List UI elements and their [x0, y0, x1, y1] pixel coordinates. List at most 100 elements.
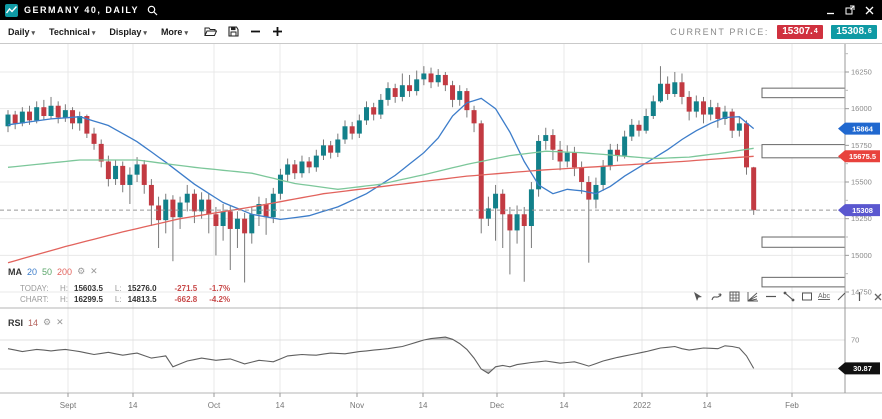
candle-down: [679, 82, 685, 97]
candle-down: [521, 214, 527, 227]
ask-price: 15308. 6: [831, 24, 877, 39]
fan-lines-tool-icon[interactable]: [746, 290, 759, 303]
candle-down: [98, 143, 104, 162]
svg-text:2022: 2022: [633, 401, 651, 410]
diagonal-line-tool-icon[interactable]: [835, 290, 848, 303]
cursor-tool-icon[interactable]: [692, 290, 705, 303]
text-tool-icon[interactable]: Abc: [818, 293, 831, 300]
candle-up: [184, 193, 190, 203]
svg-text:15500: 15500: [851, 178, 872, 187]
candle-down: [744, 123, 750, 168]
menu-technical[interactable]: Technical ▾: [49, 26, 96, 37]
price-axis-labels: 14750 15000 15250 15500 15750 16000 16250: [845, 53, 872, 297]
svg-text:14: 14: [560, 401, 569, 410]
candle-up: [378, 99, 384, 115]
folder-icon[interactable]: [204, 26, 217, 37]
popout-button[interactable]: [845, 5, 855, 15]
candle-down: [206, 199, 212, 215]
candle-up: [629, 124, 635, 137]
gear-icon[interactable]: ⚙: [43, 317, 52, 327]
menu-more[interactable]: More ▾: [160, 26, 188, 37]
menu-display[interactable]: Display ▾: [109, 26, 147, 37]
candle-up: [134, 164, 140, 175]
candle-down: [227, 211, 233, 229]
svg-text:Sept: Sept: [60, 401, 77, 410]
candle-up: [320, 145, 326, 156]
candle-down: [751, 167, 757, 211]
grid-tool-icon[interactable]: [728, 290, 741, 303]
svg-text:14: 14: [276, 401, 285, 410]
svg-text:Oct: Oct: [208, 401, 221, 410]
candle-up: [199, 199, 205, 212]
close-icon[interactable]: ✕: [56, 317, 64, 327]
candle-down: [120, 165, 126, 185]
candle-up: [708, 107, 714, 115]
candle-down: [371, 107, 377, 115]
zoom-out-icon[interactable]: [250, 26, 261, 37]
candle-down: [12, 114, 18, 124]
candle-down: [686, 96, 692, 112]
candle-down: [105, 161, 111, 180]
vertical-line-tool-icon[interactable]: [853, 290, 866, 303]
rsi-oversold-fill: [481, 369, 494, 374]
today-change: -271.5: [174, 284, 198, 293]
save-icon[interactable]: [228, 26, 239, 37]
rsi-value-tag: 30.87: [838, 362, 880, 375]
candle-up: [593, 184, 599, 200]
candle-up: [285, 164, 291, 175]
candle-down: [729, 111, 735, 131]
drawn-rectangle[interactable]: [761, 276, 846, 288]
candle-down: [636, 124, 642, 131]
minimize-button[interactable]: [826, 6, 835, 15]
candle-up: [528, 189, 534, 227]
svg-text:30.87: 30.87: [853, 364, 872, 373]
svg-text:16250: 16250: [851, 68, 872, 77]
candle-down: [450, 85, 456, 100]
rsi-level-label: 70: [851, 336, 859, 345]
candle-up: [435, 74, 441, 83]
svg-text:15864: 15864: [852, 124, 874, 133]
price-tag-15308: 15308: [838, 204, 880, 217]
svg-text:16000: 16000: [851, 104, 872, 113]
menu-timeframe[interactable]: Daily ▾: [8, 26, 36, 37]
close-icon[interactable]: ✕: [90, 266, 98, 276]
rectangle-tool-icon[interactable]: [800, 290, 813, 303]
chart-change-pct: -4.2%: [209, 295, 231, 304]
candle-down: [700, 101, 706, 115]
candle-up: [493, 193, 499, 209]
candle-up: [643, 116, 649, 131]
svg-text:Dec: Dec: [490, 401, 504, 410]
candle-up: [421, 73, 427, 80]
candle-up: [514, 214, 520, 231]
candle-up: [127, 174, 133, 185]
candle-up: [34, 107, 40, 121]
candle-down: [141, 164, 147, 185]
trendline-tool-icon[interactable]: [782, 290, 795, 303]
candle-down: [55, 105, 61, 118]
candle-up: [600, 165, 606, 185]
polyline-tool-icon[interactable]: [710, 290, 723, 303]
candle-up: [564, 152, 570, 162]
search-icon[interactable]: [147, 5, 158, 16]
gridlines: [0, 44, 845, 393]
drawn-rectangle[interactable]: [761, 144, 846, 159]
drawn-rectangle[interactable]: [761, 236, 846, 248]
candle-down: [170, 199, 176, 218]
candle-up: [299, 161, 305, 174]
delete-tool-icon[interactable]: [871, 290, 882, 303]
gear-icon[interactable]: ⚙: [77, 266, 86, 276]
candle-down: [586, 182, 592, 200]
candle-up: [62, 110, 68, 118]
horizontal-line-tool-icon[interactable]: [764, 290, 777, 303]
drawn-rectangle[interactable]: [761, 87, 846, 99]
candle-down: [156, 205, 162, 221]
candle-up: [650, 101, 656, 117]
candle-up: [113, 165, 119, 180]
candle-down: [148, 184, 154, 206]
candle-up: [364, 107, 369, 121]
zoom-in-icon[interactable]: [272, 26, 283, 37]
close-button[interactable]: [865, 6, 874, 15]
candle-down: [328, 145, 334, 153]
chevron-down-icon: ▾: [31, 29, 36, 37]
